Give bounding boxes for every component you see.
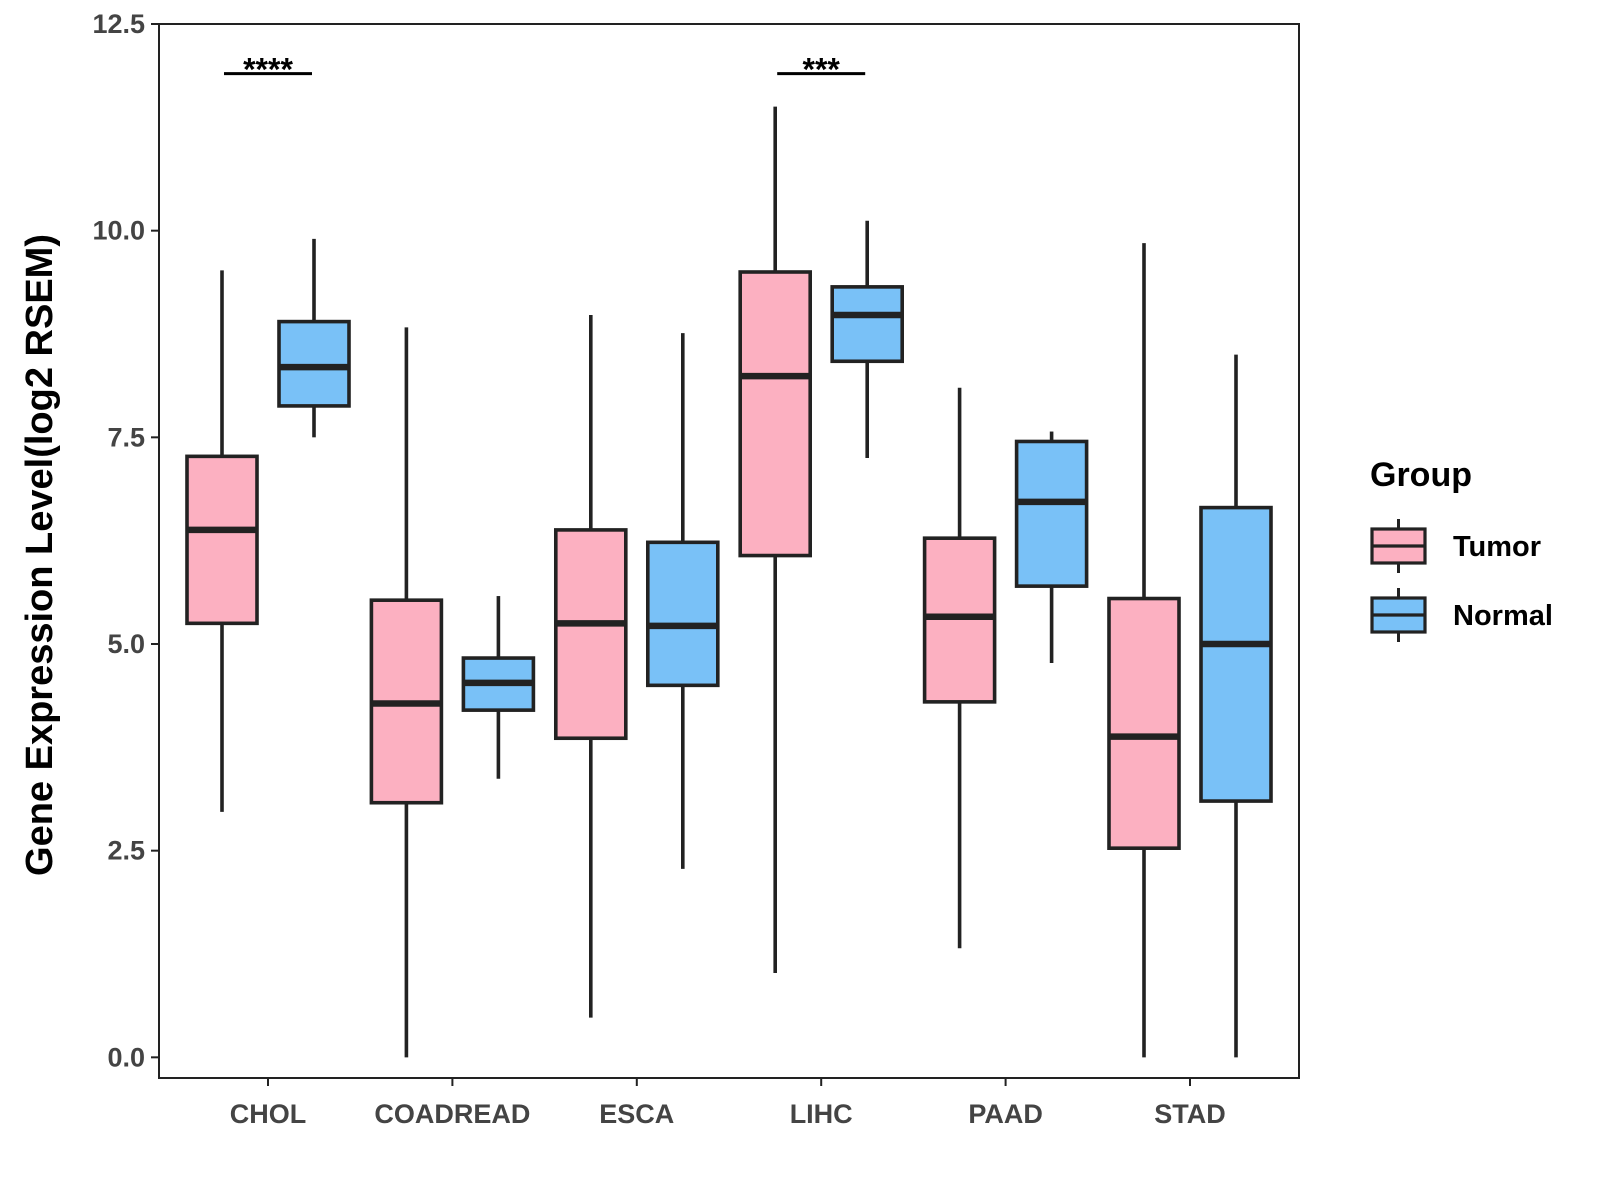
iqr-box [1014,439,1089,588]
iqr-box [277,319,351,408]
x-tick-label-paad: PAAD [968,1099,1043,1129]
iqr-box [645,540,720,688]
y-tick-label: 10.0 [92,216,145,246]
legend-label-normal: Normal [1453,600,1553,632]
box-tumor-coadread [369,327,444,1058]
iqr-box [922,536,997,704]
box-normal-chol [277,238,351,438]
x-tick-label-stad: STAD [1154,1099,1226,1129]
box-normal-esca [645,333,720,869]
legend-label-tumor: Tumor [1453,531,1541,563]
iqr-box [1199,505,1273,803]
legend-title: Group [1370,456,1472,494]
y-tick-label: 7.5 [107,422,145,452]
y-axis-title: Gene Expression Level(log2 RSEM) [19,234,61,876]
box-normal-coadread [461,596,536,779]
box-normal-stad [1199,354,1273,1058]
box-tumor-esca [553,314,628,1018]
iqr-box [1107,596,1181,850]
legend-item-normal: Normal [1370,588,1553,642]
box-tumor-chol [185,270,259,812]
y-tick-label: 2.5 [107,836,145,866]
box-normal-lihc [830,220,905,458]
plot-area: 0.0 2.5 5.0 7.5 10.0 12.5 CHOL COADREAD ESCA LIHC… [92,9,1300,1129]
y-tick-label: 5.0 [107,629,145,659]
x-tick-label-lihc: LIHC [790,1099,853,1129]
iqr-box [738,270,813,558]
box-tumor-stad [1107,243,1181,1058]
x-tick-label-coadread: COADREAD [374,1099,530,1129]
iqr-box [830,285,905,364]
box-tumor-paad [922,387,997,949]
x-tick-label-chol: CHOL [230,1099,307,1129]
legend: Group Tumor Normal [1370,456,1553,642]
significance-label-lihc: *** [803,52,841,88]
box-normal-paad [1014,431,1089,664]
iqr-box [185,454,259,626]
box-tumor-lihc [738,106,813,974]
y-tick-label: 0.0 [107,1042,145,1072]
significance-label-chol: **** [243,52,293,88]
y-tick-label: 12.5 [92,9,145,39]
iqr-box [553,528,628,741]
x-tick-label-esca: ESCA [599,1099,674,1129]
panel-border [158,23,1300,1079]
legend-item-tumor: Tumor [1370,519,1541,573]
